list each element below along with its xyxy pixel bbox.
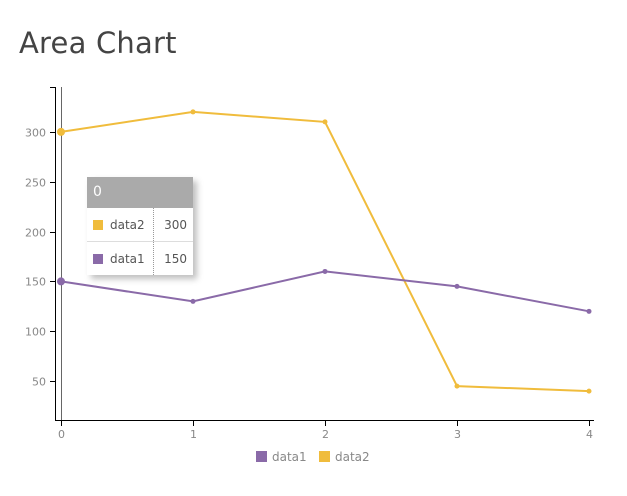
legend-label-data1: data1 bbox=[272, 450, 307, 464]
point-data2-4[interactable] bbox=[586, 388, 592, 394]
x-tick-label-1: 1 bbox=[190, 428, 197, 441]
tooltip-swatch-data1 bbox=[93, 253, 103, 264]
tooltip-row-data1: data1 150 bbox=[87, 242, 193, 275]
point-data2-1[interactable] bbox=[190, 109, 196, 115]
x-tick-label-2: 2 bbox=[322, 428, 329, 441]
tooltip-name-data2: data2 bbox=[110, 217, 145, 232]
y-tick-label-100: 100 bbox=[25, 326, 46, 339]
tooltip-name-data1: data1 bbox=[110, 251, 145, 266]
x-tick-label-0: 0 bbox=[58, 428, 65, 441]
tooltip-value-data1: 150 bbox=[164, 251, 187, 266]
series-line-data1 bbox=[60, 270, 590, 313]
tooltip-title: 0 bbox=[87, 177, 193, 208]
tooltip: 0 data2 300 data1 150 bbox=[87, 177, 193, 275]
series-layer bbox=[57, 109, 592, 394]
point-data2-3[interactable] bbox=[454, 383, 460, 389]
legend-item-data2[interactable]: data2 bbox=[319, 450, 370, 464]
x-tick-label-4: 4 bbox=[586, 428, 593, 441]
y-tick-label-200: 200 bbox=[25, 227, 46, 240]
legend-item-data1[interactable]: data1 bbox=[256, 450, 307, 464]
legend-swatch-data2 bbox=[319, 451, 330, 462]
x-tick-label-3: 3 bbox=[454, 428, 461, 441]
tooltip-row-data2: data2 300 bbox=[87, 208, 193, 242]
point-data1-2[interactable] bbox=[322, 268, 328, 274]
point-data1-3[interactable] bbox=[454, 283, 460, 289]
y-tick-label-250: 250 bbox=[25, 177, 46, 190]
x-ticks: 0 1 2 3 4 bbox=[58, 420, 593, 441]
page-title: Area Chart bbox=[19, 26, 177, 60]
y-tick-label-150: 150 bbox=[25, 276, 46, 289]
legend[interactable]: data1 data2 bbox=[256, 450, 370, 464]
legend-swatch-data1 bbox=[256, 451, 267, 462]
y-ticks: 50 100 150 200 250 300 bbox=[25, 127, 56, 389]
tooltip-swatch-data2 bbox=[93, 219, 103, 230]
y-tick-label-50: 50 bbox=[32, 376, 46, 389]
legend-label-data2: data2 bbox=[335, 450, 370, 464]
point-data1-1[interactable] bbox=[190, 298, 196, 304]
point-data1-0[interactable] bbox=[57, 277, 65, 286]
point-data1-4[interactable] bbox=[586, 308, 592, 314]
tooltip-value-data2: 300 bbox=[164, 217, 187, 232]
point-data2-2[interactable] bbox=[322, 119, 328, 125]
point-data2-0[interactable] bbox=[57, 127, 65, 136]
y-tick-label-300: 300 bbox=[25, 127, 46, 140]
